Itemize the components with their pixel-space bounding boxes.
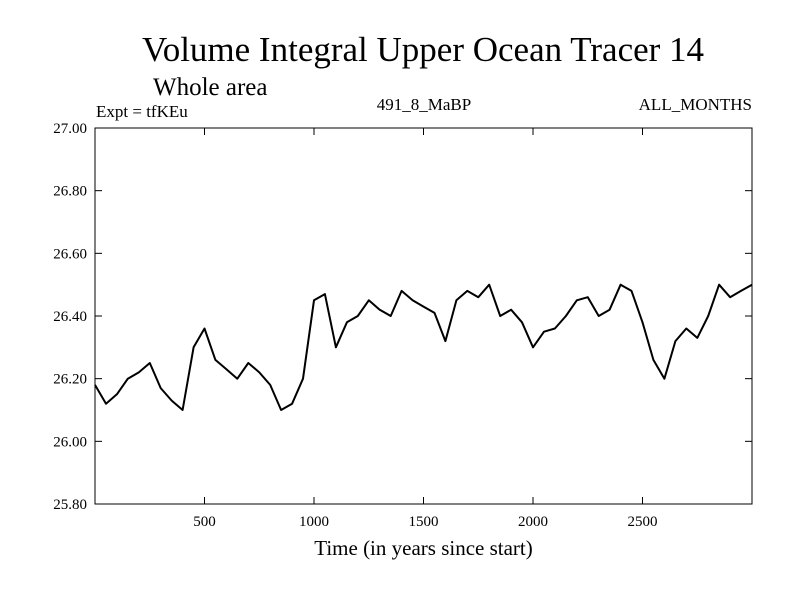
y-tick-label: 26.40 <box>53 309 87 325</box>
x-tick-label: 1500 <box>409 514 439 530</box>
x-tick-label: 2500 <box>628 514 658 530</box>
y-tick-label: 25.80 <box>53 497 87 513</box>
months-label: ALL_MONTHS <box>638 95 752 114</box>
series-line-0 <box>94 283 753 411</box>
chart-subtitle: Whole area <box>153 74 268 101</box>
y-tick-label: 27.00 <box>53 121 87 137</box>
axis-ticks: 500 1000 1500 2000 2500 25.80 26.00 26.20 26.40 2… <box>53 121 752 530</box>
y-tick-label: 26.80 <box>53 184 87 200</box>
run-label: 491_8_MaBP <box>376 95 472 114</box>
y-tick-label: 26.00 <box>53 434 87 450</box>
series-group <box>94 283 753 411</box>
x-tick-label: 500 <box>193 514 216 530</box>
y-tick-label: 26.20 <box>53 372 87 388</box>
x-tick-label: 1000 <box>299 514 329 530</box>
chart-title: Volume Integral Upper Ocean Tracer 14 <box>141 30 705 69</box>
x-tick-label: 2000 <box>518 514 548 530</box>
x-axis-label: Time (in years since start) <box>314 536 533 560</box>
y-tick-label: 26.60 <box>53 246 87 262</box>
experiment-label: Expt = tfKEu <box>96 102 188 121</box>
plot-frame <box>94 127 753 505</box>
